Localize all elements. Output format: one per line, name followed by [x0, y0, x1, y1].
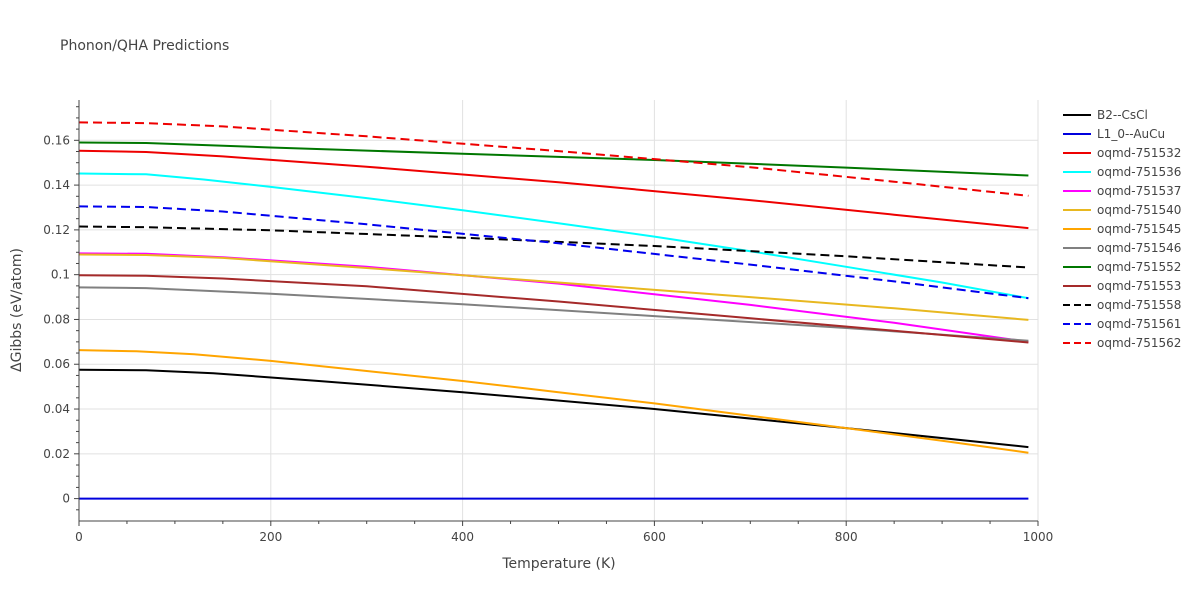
x-tick-label: 600 [643, 530, 666, 544]
legend-label: oqmd-751552 [1097, 260, 1181, 274]
series-line-oqmd-751540[interactable] [78, 253, 1029, 321]
axes: 0 0.02 0.04 0.06 0.08 0.1 0.12 0.14 0.16 0 200 400 6… [43, 100, 1053, 544]
legend-label: oqmd-751532 [1097, 146, 1181, 160]
legend-label: oqmd-751546 [1097, 241, 1181, 255]
y-tick-label: 0.06 [43, 357, 70, 371]
series-line-oqmd-751536[interactable] [78, 172, 1029, 300]
legend-label: oqmd-751540 [1097, 203, 1181, 217]
legend-item[interactable]: oqmd-751552 [1063, 260, 1181, 274]
legend-label: L1_0--AuCu [1097, 127, 1165, 141]
series-line-oqmd-751546[interactable] [78, 286, 1029, 342]
legend-item[interactable]: oqmd-751546 [1063, 241, 1181, 255]
series-line-oqmd-751532[interactable] [78, 149, 1029, 230]
series-line-oqmd-751553[interactable] [78, 274, 1029, 344]
legend-item[interactable]: oqmd-751562 [1063, 336, 1181, 350]
y-tick-label: 0.04 [43, 402, 70, 416]
legend-label: oqmd-751558 [1097, 298, 1181, 312]
series-line-oqmd-751552[interactable] [78, 141, 1029, 177]
legend-item[interactable]: oqmd-751561 [1063, 317, 1181, 331]
y-tick-label: 0.08 [43, 312, 70, 326]
legend[interactable]: B2--CsCl L1_0--AuCu oqmd-751532 oqmd-751536… [1063, 108, 1181, 350]
legend-item[interactable]: oqmd-751540 [1063, 203, 1181, 217]
y-tick-label: 0.12 [43, 223, 70, 237]
legend-item[interactable]: oqmd-751537 [1063, 184, 1181, 198]
x-axis-title: Temperature (K) [501, 556, 615, 572]
chart-title: Phonon/QHA Predictions [60, 38, 229, 54]
legend-label: B2--CsCl [1097, 108, 1148, 122]
y-tick-label: 0.16 [43, 133, 70, 147]
series-line-oqmd-751562[interactable] [78, 121, 1029, 197]
y-tick-label: 0.14 [43, 178, 70, 192]
series-line-B2--CsCl[interactable] [78, 368, 1029, 449]
y-tick-label: 0 [62, 492, 70, 506]
x-tick-label: 800 [835, 530, 858, 544]
series-line-oqmd-751558[interactable] [78, 225, 1029, 269]
legend-item[interactable]: oqmd-751545 [1063, 222, 1181, 236]
series-line-oqmd-751561[interactable] [78, 205, 1029, 300]
x-tick-label: 0 [75, 530, 83, 544]
series-line-oqmd-751537[interactable] [78, 252, 1029, 343]
y-axis-title: ΔGibbs (eV/atom) [9, 248, 25, 372]
legend-item[interactable]: oqmd-751536 [1063, 165, 1181, 179]
legend-label: oqmd-751562 [1097, 336, 1181, 350]
series-layer [78, 121, 1029, 500]
legend-item[interactable]: oqmd-751532 [1063, 146, 1181, 160]
legend-label: oqmd-751553 [1097, 279, 1181, 293]
series-line-oqmd-751545[interactable] [78, 349, 1029, 454]
x-tick-label: 200 [259, 530, 282, 544]
legend-label: oqmd-751561 [1097, 317, 1181, 331]
legend-item[interactable]: oqmd-751558 [1063, 298, 1181, 312]
x-tick-label: 1000 [1023, 530, 1054, 544]
x-tick-label: 400 [451, 530, 474, 544]
y-tick-label: 0.02 [43, 447, 70, 461]
legend-item[interactable]: B2--CsCl [1063, 108, 1148, 122]
legend-item[interactable]: L1_0--AuCu [1063, 127, 1165, 141]
legend-item[interactable]: oqmd-751553 [1063, 279, 1181, 293]
legend-label: oqmd-751545 [1097, 222, 1181, 236]
legend-label: oqmd-751536 [1097, 165, 1181, 179]
legend-label: oqmd-751537 [1097, 184, 1181, 198]
y-tick-label: 0.1 [51, 268, 70, 282]
